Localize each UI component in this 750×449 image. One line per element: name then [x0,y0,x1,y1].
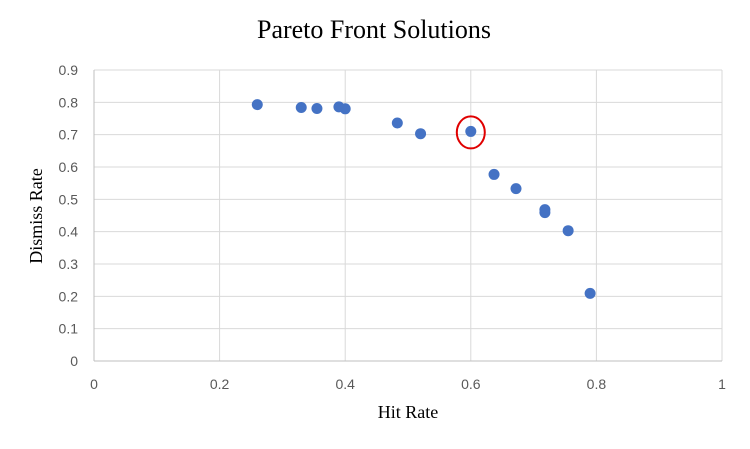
y-tick-label: 0.1 [59,321,79,337]
y-axis-title: Dismiss Rate [26,168,46,264]
grid-lines [94,69,723,361]
x-axis-title: Hit Rate [378,402,439,422]
data-point [415,128,427,140]
data-point [510,183,522,195]
data-point [391,117,403,129]
data-point [311,102,323,114]
y-tick-label: 0.8 [59,94,79,110]
data-point [539,207,551,219]
data-point [584,287,596,299]
highlight-circle [455,115,486,150]
highlight-layer [455,115,486,150]
y-tick-label: 0.2 [59,288,79,304]
data-point [465,125,477,137]
tick-labels: 0 0.1 0.2 0.3 0.4 0.5 0.6 0.7 0.8 0.9 0 0.2 0.4 0.6 0.… [59,62,727,392]
chart-title: Pareto Front Solutions [257,15,491,44]
x-tick-label: 0.4 [335,376,355,392]
y-tick-label: 0.4 [59,224,79,240]
y-tick-label: 0.3 [59,256,79,272]
y-tick-label: 0.7 [59,127,79,143]
data-point [339,103,351,115]
y-tick-label: 0 [70,353,78,369]
data-point [251,99,263,111]
x-tick-label: 0 [90,376,98,392]
data-point [295,102,307,114]
y-tick-label: 0.5 [59,191,79,207]
x-tick-label: 1 [718,376,726,392]
axes [93,70,722,362]
data-points [251,99,596,299]
x-tick-label: 0.2 [210,376,230,392]
x-tick-label: 0.6 [461,376,481,392]
y-tick-label: 0.6 [59,159,79,175]
y-tick-label: 0.9 [59,62,79,78]
data-point [488,168,500,180]
x-tick-label: 0.8 [587,376,607,392]
data-point [562,225,574,237]
